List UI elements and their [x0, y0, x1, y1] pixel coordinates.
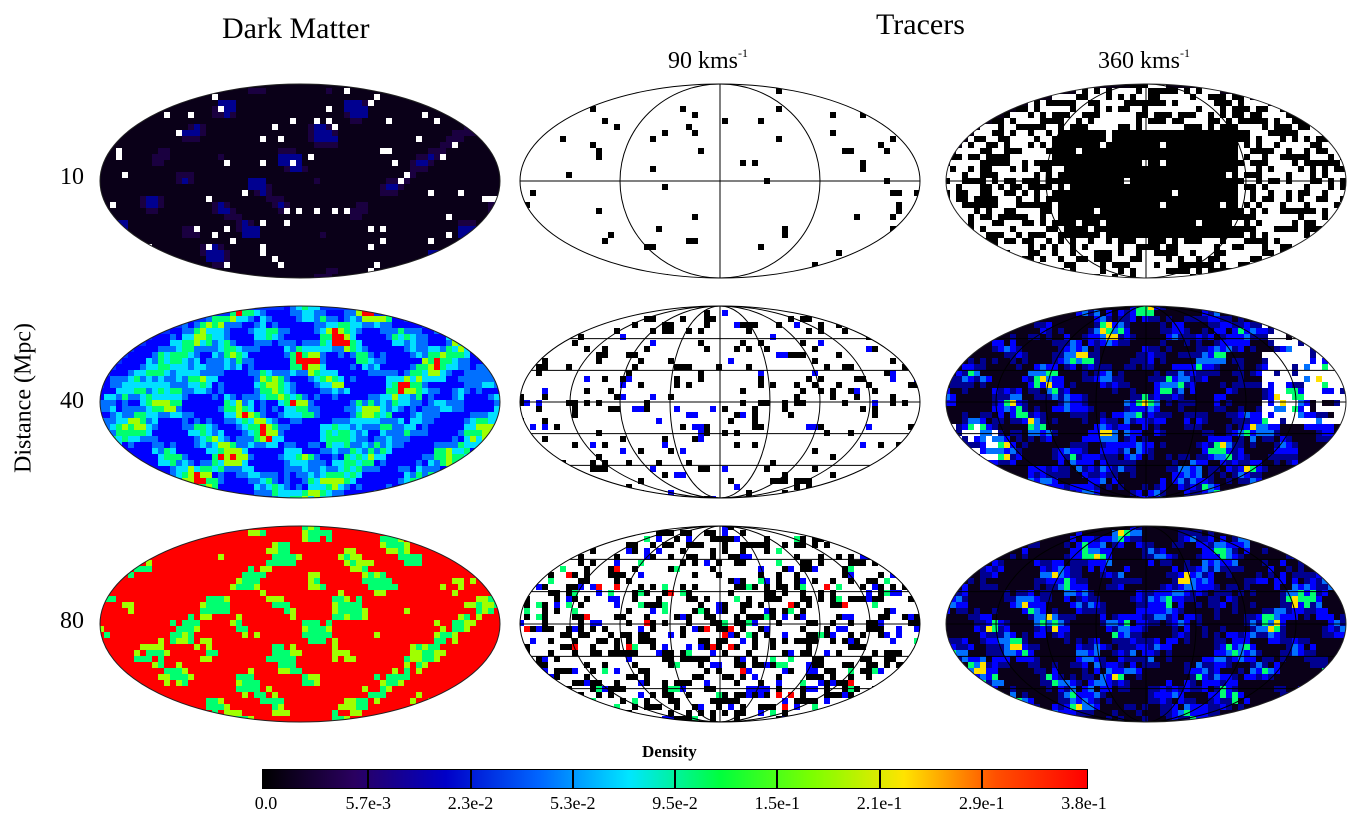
colorbar-tick-mark [571, 769, 574, 789]
colorbar-tick-mark [776, 769, 779, 789]
header-velocity-360: 360 kms-1 [1098, 46, 1191, 75]
row-label-10: 10 [60, 164, 84, 190]
row-label-40: 40 [60, 388, 84, 414]
colorbar-tick-mark [980, 769, 983, 789]
row-label-80: 80 [60, 608, 84, 634]
colorbar-tick-label: 9.5e-2 [652, 793, 698, 813]
velocity-90-label: 90 kms [668, 48, 739, 74]
y-axis-label: Distance (Mpc) [10, 323, 37, 473]
colorbar-tick-label: 1.5e-1 [754, 793, 800, 813]
velocity-360-label: 360 kms [1098, 48, 1181, 74]
sky-map-dm-10 [99, 83, 501, 279]
colorbar-tick-label: 5.3e-2 [550, 793, 596, 813]
colorbar-tick-mark [674, 769, 676, 789]
colorbar-tick-label: 3.8e-1 [1061, 793, 1107, 813]
header-velocity-90: 90 kms-1 [668, 46, 749, 75]
colorbar-tick-label: 5.7e-3 [345, 793, 391, 813]
sky-map-tracer90-80 [519, 525, 921, 723]
header-dark-matter: Dark Matter [222, 12, 370, 45]
colorbar-tick-label: 0.0 [254, 793, 278, 813]
colorbar-title: Density [642, 742, 697, 761]
colorbar-tick-label: 2.3e-2 [447, 793, 494, 813]
colorbar-tick-label: 2.9e-1 [959, 793, 1005, 813]
header-tracers: Tracers [876, 8, 965, 41]
colorbar-tick-mark [367, 769, 370, 789]
velocity-90-exponent: -1 [738, 46, 749, 60]
sky-map-dm-40 [99, 305, 501, 499]
sky-map-tracer360-80 [945, 525, 1347, 723]
colorbar-tick-mark [469, 769, 472, 789]
sky-map-dm-80 [99, 525, 501, 723]
colorbar-tick-mark [878, 769, 881, 789]
sky-map-tracer90-10 [519, 83, 921, 279]
velocity-360-exponent: -1 [1180, 46, 1191, 60]
colorbar-tick-label: 2.1e-1 [856, 793, 903, 813]
sky-map-tracer360-40 [945, 305, 1347, 499]
sky-map-tracer360-10 [945, 83, 1347, 279]
sky-map-tracer90-40 [519, 305, 921, 499]
